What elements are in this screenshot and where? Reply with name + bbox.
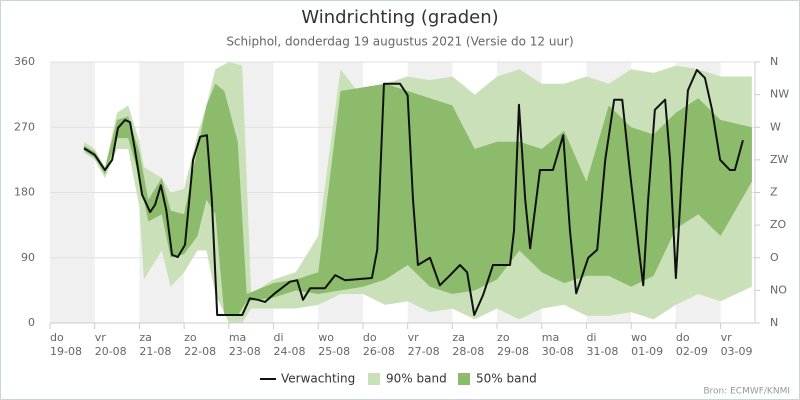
forecast-line: [83, 68, 744, 317]
x-tick-label: do: [676, 331, 690, 344]
y2-tick-label: NW: [770, 88, 789, 101]
y2-tick-label: N: [770, 316, 778, 329]
x-tick-date: 31-08: [586, 345, 618, 358]
y-tick-label: 90: [21, 251, 35, 264]
y2-tick-label: ZW: [770, 153, 789, 166]
x-tick-label: di: [586, 331, 596, 344]
y2-tick-label: N: [770, 55, 778, 68]
legend-swatch: [368, 373, 380, 385]
x-tick-label: ma: [229, 331, 246, 344]
x-tick-date: 30-08: [542, 345, 574, 358]
x-tick-label: vr: [95, 331, 107, 344]
x-tick-date: 02-09: [676, 345, 708, 358]
x-tick-label: do: [363, 331, 377, 344]
y2-tick-label: O: [770, 251, 779, 264]
x-tick-date: 25-08: [318, 345, 350, 358]
legend-swatch: [458, 373, 470, 385]
x-tick-date: 01-09: [631, 345, 663, 358]
x-tick-date: 19-08: [50, 345, 82, 358]
legend-label: 50% band: [476, 372, 537, 386]
x-tick-date: 21-08: [139, 345, 171, 358]
y2-tick-label: Z: [770, 186, 778, 199]
x-tick-date: 22-08: [184, 345, 216, 358]
source: Bron: ECMWF/KNMI: [703, 387, 790, 397]
y-tick-label: 270: [14, 120, 35, 133]
x-tick-label: ma: [542, 331, 559, 344]
y-tick-label: 180: [14, 186, 35, 199]
x-tick-label: do: [50, 331, 64, 344]
chart-subtitle: Schiphol, donderdag 19 augustus 2021 (Ve…: [226, 35, 573, 49]
x-tick-label: vr: [408, 331, 420, 344]
x-tick-label: vr: [721, 331, 733, 344]
band-area: [83, 83, 752, 316]
y2-tick-label: NO: [770, 283, 787, 296]
legend-label: 90% band: [386, 372, 447, 386]
x-tick-date: 20-08: [95, 345, 127, 358]
x-tick-label: di: [274, 331, 284, 344]
x-tick-date: 26-08: [363, 345, 395, 358]
y2-tick-label: W: [770, 120, 781, 133]
x-tick-label: zo: [497, 331, 510, 344]
x-tick-label: zo: [184, 331, 197, 344]
x-tick-label: wo: [318, 331, 334, 344]
x-tick-date: 24-08: [274, 345, 306, 358]
x-tick-date: 28-08: [452, 345, 484, 358]
x-tick-label: wo: [631, 331, 647, 344]
x-tick-label: za: [139, 331, 152, 344]
y2-tick-label: ZO: [770, 218, 787, 231]
y-tick-label: 360: [14, 55, 35, 68]
chart-title: Windrichting (graden): [301, 7, 498, 28]
x-tick-date: 29-08: [497, 345, 529, 358]
y-tick-label: 0: [28, 316, 35, 329]
x-tick-label: za: [452, 331, 465, 344]
x-tick-date: 03-09: [721, 345, 753, 358]
x-tick-date: 23-08: [229, 345, 261, 358]
x-tick-date: 27-08: [408, 345, 440, 358]
legend-label: Verwachting: [281, 372, 355, 386]
